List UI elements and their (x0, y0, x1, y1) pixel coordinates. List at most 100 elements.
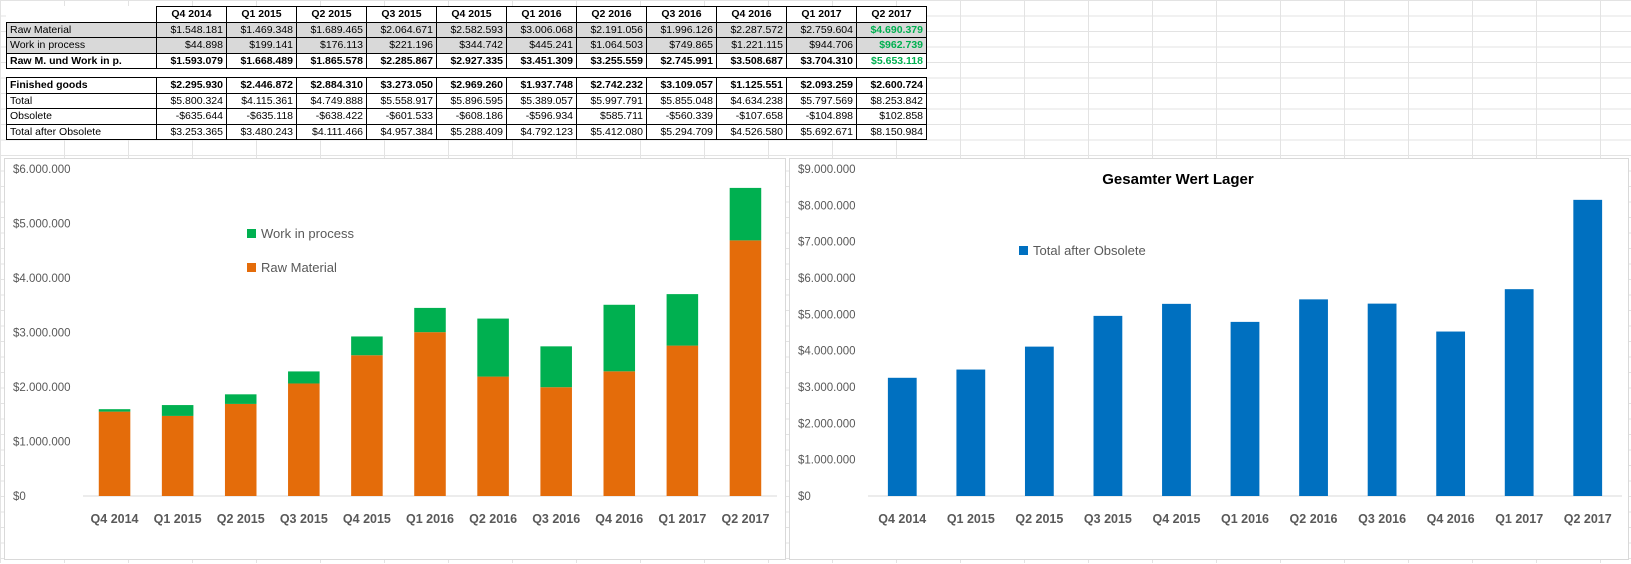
table-cell[interactable]: -$107.658 (716, 108, 787, 125)
table-cell[interactable]: $1.689.465 (296, 21, 367, 38)
table-cell[interactable]: $4.792.123 (506, 123, 577, 140)
table-cell[interactable]: $3.704.310 (786, 52, 857, 69)
table-cell[interactable]: $5.288.409 (436, 123, 507, 140)
table-cell[interactable]: $4.634.238 (716, 92, 787, 109)
table-cell[interactable]: $8.253.842 (856, 92, 927, 109)
table-cell[interactable]: $2.927.335 (436, 52, 507, 69)
row-label[interactable]: Total (6, 92, 157, 109)
table-cell[interactable]: $3.451.309 (506, 52, 577, 69)
table-cell[interactable]: $4.111.466 (296, 123, 367, 140)
table-cell[interactable]: $2.759.604 (786, 21, 857, 38)
table-cell[interactable]: $199.141 (226, 37, 297, 54)
table-cell[interactable]: $3.273.050 (366, 77, 437, 94)
table-cell[interactable]: $2.884.310 (296, 77, 367, 94)
table-cell[interactable]: $5.412.080 (576, 123, 647, 140)
table-cell[interactable]: $2.191.056 (576, 21, 647, 38)
table-cell[interactable]: $3.255.559 (576, 52, 647, 69)
table-cell[interactable]: $2.582.593 (436, 21, 507, 38)
table-cell[interactable]: -$596.934 (506, 108, 577, 125)
table-cell[interactable]: $2.446.872 (226, 77, 297, 94)
table-cell[interactable]: $4.526.580 (716, 123, 787, 140)
table-cell[interactable]: $176.113 (296, 37, 367, 54)
table-cell[interactable]: $5.800.324 (156, 92, 227, 109)
table-cell[interactable]: $5.997.791 (576, 92, 647, 109)
table-cell[interactable]: $585.711 (576, 108, 647, 125)
table-cell[interactable]: $102.858 (856, 108, 927, 125)
table-cell[interactable]: $8.150.984 (856, 123, 927, 140)
table-cell[interactable]: -$635.118 (226, 108, 297, 125)
table-cell[interactable]: $1.221.115 (716, 37, 787, 54)
table-cell[interactable]: $5.797.569 (786, 92, 857, 109)
table-cell[interactable]: $2.600.724 (856, 77, 927, 94)
row-label[interactable]: Total after Obsolete (6, 123, 157, 140)
table-cell[interactable]: $3.109.057 (646, 77, 717, 94)
row-label[interactable]: Obsolete (6, 108, 157, 125)
column-header[interactable]: Q4 2016 (716, 6, 787, 23)
table-cell[interactable]: $445.241 (506, 37, 577, 54)
table-cell[interactable]: $221.196 (366, 37, 437, 54)
row-label[interactable]: Finished goods (6, 77, 157, 94)
table-cell[interactable]: -$638.422 (296, 108, 367, 125)
table-cell[interactable]: $2.287.572 (716, 21, 787, 38)
stacked-chart-panel[interactable]: $0 $1.000.000 $2.000.000 $3.000.000 $4.000.0… (4, 158, 786, 560)
table-cell[interactable]: $4.749.888 (296, 92, 367, 109)
table-cell[interactable]: -$608.186 (436, 108, 507, 125)
column-header[interactable]: Q1 2016 (506, 6, 577, 23)
column-header[interactable]: Q2 2016 (576, 6, 647, 23)
table-cell[interactable]: $749.865 (646, 37, 717, 54)
table-cell[interactable]: $5.389.057 (506, 92, 577, 109)
table-cell[interactable]: $1.865.578 (296, 52, 367, 69)
table-cell[interactable]: $3.508.687 (716, 52, 787, 69)
table-cell[interactable]: $5.653.118 (856, 52, 927, 69)
bar-work-in-process (161, 405, 194, 416)
column-header[interactable]: Q4 2014 (156, 6, 227, 23)
table-cell[interactable]: $1.937.748 (506, 77, 577, 94)
table-cell[interactable]: $1.593.079 (156, 52, 227, 69)
table-cell[interactable]: $1.668.489 (226, 52, 297, 69)
column-header[interactable]: Q2 2017 (856, 6, 927, 23)
column-header[interactable]: Q4 2015 (436, 6, 507, 23)
row-label[interactable]: Raw M. und Work in p. (6, 52, 157, 69)
table-cell[interactable]: $5.294.709 (646, 123, 717, 140)
column-header[interactable]: Q3 2016 (646, 6, 717, 23)
table-cell[interactable]: $1.125.551 (716, 77, 787, 94)
table-cell[interactable]: $3.480.243 (226, 123, 297, 140)
total-chart-panel[interactable]: $0 $1.000.000 $2.000.000 $3.000.000 $4.000.0… (789, 158, 1629, 560)
table-cell[interactable]: $1.548.181 (156, 21, 227, 38)
table-cell[interactable]: $2.745.991 (646, 52, 717, 69)
table-cell[interactable]: $1.469.348 (226, 21, 297, 38)
table-cell[interactable]: $5.692.671 (786, 123, 857, 140)
table-cell[interactable]: $962.739 (856, 37, 927, 54)
table-cell[interactable]: $3.253.365 (156, 123, 227, 140)
table-cell[interactable]: $1.064.503 (576, 37, 647, 54)
table-cell[interactable]: $44.898 (156, 37, 227, 54)
table-cell[interactable]: -$104.898 (786, 108, 857, 125)
table-cell[interactable]: $1.996.126 (646, 21, 717, 38)
table-cell[interactable]: -$601.533 (366, 108, 437, 125)
table-cell[interactable]: $3.006.068 (506, 21, 577, 38)
table-cell[interactable]: $5.896.595 (436, 92, 507, 109)
table-cell[interactable]: -$560.339 (646, 108, 717, 125)
table-cell[interactable]: $944.706 (786, 37, 857, 54)
table-cell[interactable]: $2.742.232 (576, 77, 647, 94)
table-cell[interactable]: $2.969.260 (436, 77, 507, 94)
table-cell[interactable]: $4.115.361 (226, 92, 297, 109)
y-tick-label: $1.000.000 (798, 455, 856, 467)
column-header[interactable]: Q3 2015 (366, 6, 437, 23)
table-cell[interactable]: $344.742 (436, 37, 507, 54)
column-header[interactable]: Q2 2015 (296, 6, 367, 23)
table-cell[interactable]: $2.285.867 (366, 52, 437, 69)
column-header[interactable]: Q1 2015 (226, 6, 297, 23)
table-cell[interactable]: $4.957.384 (366, 123, 437, 140)
column-header[interactable]: Q1 2017 (786, 6, 857, 23)
table-cell[interactable]: $5.855.048 (646, 92, 717, 109)
table-cell[interactable]: $4.690.379 (856, 21, 927, 38)
table-cell[interactable]: -$635.644 (156, 108, 227, 125)
bar-raw-material (540, 387, 572, 496)
table-cell[interactable]: $2.093.259 (786, 77, 857, 94)
table-cell[interactable]: $2.295.930 (156, 77, 227, 94)
table-cell[interactable]: $5.558.917 (366, 92, 437, 109)
row-label[interactable]: Raw Material (6, 21, 157, 38)
table-cell[interactable]: $2.064.671 (366, 21, 437, 38)
row-label[interactable]: Work in process (6, 37, 157, 54)
